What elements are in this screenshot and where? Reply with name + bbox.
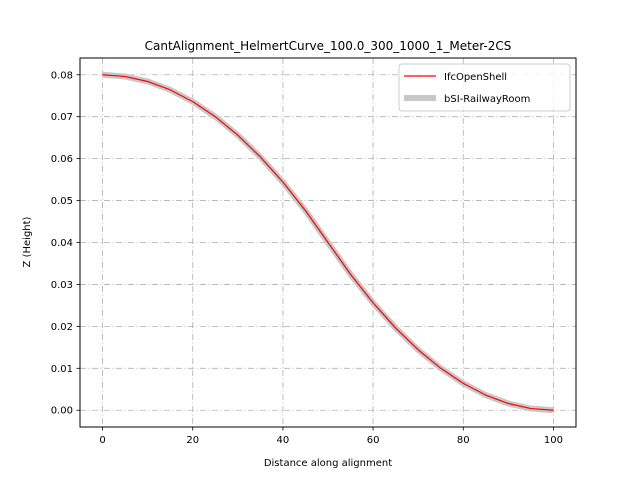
x-axis: 0 20 40 60 80 100 [99, 427, 563, 446]
y-tick-label: 0.01 [51, 364, 73, 375]
legend-box [398, 63, 571, 112]
y-tick-label: 0.05 [51, 196, 73, 207]
legend-label-bsi-railwayroom: bSI-RailwayRoom [444, 94, 530, 105]
x-tick-label: 20 [186, 435, 199, 446]
series-layer [102, 71, 554, 414]
x-tick-label: 80 [457, 435, 470, 446]
series-line-ifcopenshell [102, 74, 554, 411]
x-tick-label: 40 [277, 435, 290, 446]
y-axis-label: Z (Height) [22, 216, 33, 267]
chart-title: CantAlignment_HelmertCurve_100.0_300_100… [145, 39, 512, 53]
y-tick-label: 0.03 [51, 280, 73, 291]
y-tick-label: 0.00 [51, 406, 73, 417]
x-tick-label: 100 [544, 435, 563, 446]
x-tick-label: 60 [367, 435, 380, 446]
y-tick-label: 0.07 [51, 112, 73, 123]
y-axis: 0.00 0.01 0.02 0.03 0.04 0.05 0.06 0.07 0.08 [51, 70, 80, 417]
y-tick-label: 0.04 [51, 238, 73, 249]
x-tick-label: 0 [99, 435, 105, 446]
legend: IfcOpenShell bSI-RailwayRoom [398, 63, 571, 112]
y-tick-label: 0.06 [51, 154, 73, 165]
legend-label-ifcopenshell: IfcOpenShell [444, 72, 507, 83]
y-tick-label: 0.08 [51, 70, 73, 81]
x-axis-label: Distance along alignment [264, 458, 392, 469]
y-tick-label: 0.02 [51, 322, 73, 333]
